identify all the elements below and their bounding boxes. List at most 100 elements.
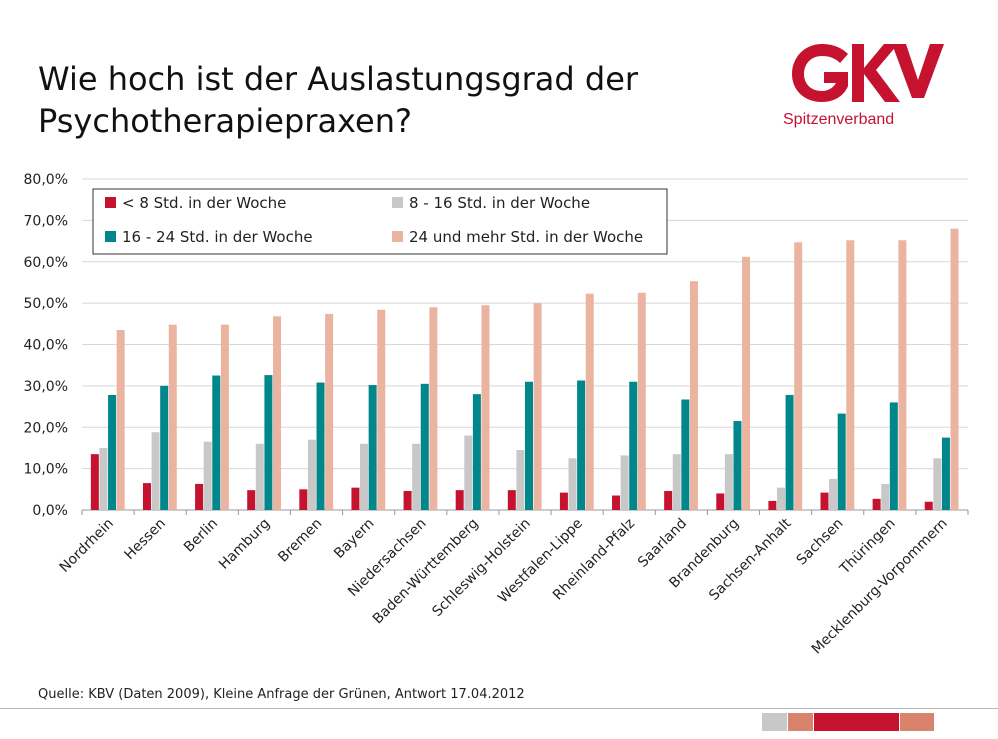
legend-swatch bbox=[105, 197, 116, 208]
bar bbox=[872, 498, 881, 510]
bar bbox=[733, 421, 742, 510]
bar bbox=[481, 305, 490, 510]
bar bbox=[351, 487, 360, 510]
bar bbox=[829, 478, 838, 510]
bar bbox=[742, 256, 751, 510]
y-tick-label: 20,0% bbox=[24, 420, 68, 436]
bar bbox=[429, 307, 438, 510]
legend-swatch bbox=[392, 197, 403, 208]
bar bbox=[464, 435, 473, 510]
bar bbox=[160, 385, 169, 510]
logo-letter-v bbox=[892, 44, 944, 98]
bar bbox=[768, 500, 777, 510]
bar bbox=[316, 382, 325, 510]
bar bbox=[151, 432, 160, 510]
source-note: Quelle: KBV (Daten 2009), Kleine Anfrage… bbox=[38, 687, 525, 702]
bar bbox=[889, 402, 898, 510]
y-tick-label: 40,0% bbox=[24, 338, 68, 354]
bar bbox=[820, 492, 829, 510]
bar bbox=[455, 490, 464, 510]
bar bbox=[941, 437, 950, 510]
y-tick-label: 0,0% bbox=[32, 503, 68, 519]
y-axis-ticks: 0,0% 10,0% 20,0% 30,0% 40,0% 50,0% 60,0% 70,0% 8… bbox=[24, 172, 68, 519]
bar-chart: 0,0% 10,0% 20,0% 30,0% 40,0% 50,0% 60,0% 70,0% 8… bbox=[24, 172, 969, 657]
legend-box bbox=[92, 188, 668, 255]
bar bbox=[377, 309, 386, 510]
x-tick-label: Baden-Württemberg bbox=[370, 516, 482, 628]
footer-block-red bbox=[814, 713, 899, 731]
legend-label: < 8 Std. in der Woche bbox=[122, 194, 286, 212]
bar bbox=[255, 443, 264, 510]
bar bbox=[689, 281, 698, 510]
bar bbox=[568, 458, 577, 510]
bar bbox=[785, 394, 794, 510]
legend-label: 16 - 24 Std. in der Woche bbox=[122, 228, 313, 246]
bar bbox=[142, 483, 151, 510]
bar bbox=[794, 242, 803, 510]
gkv-logo bbox=[792, 44, 944, 102]
bar bbox=[220, 324, 229, 510]
footer-block-grey bbox=[762, 713, 787, 731]
bar bbox=[99, 447, 108, 510]
x-tick-label: Bremen bbox=[275, 516, 325, 566]
bar bbox=[168, 324, 177, 510]
bar bbox=[672, 454, 681, 510]
y-tick-label: 80,0% bbox=[24, 172, 68, 188]
bars bbox=[90, 228, 959, 511]
bar bbox=[116, 330, 125, 510]
footer-block-salmon-2 bbox=[900, 713, 934, 731]
x-tick-label: Schleswig-Holstein bbox=[429, 516, 533, 620]
bar bbox=[724, 454, 733, 510]
footer-divider bbox=[0, 708, 998, 709]
bar bbox=[577, 380, 586, 510]
bar bbox=[325, 313, 334, 510]
y-tick-label: 30,0% bbox=[24, 379, 68, 395]
bar bbox=[203, 441, 212, 510]
bar bbox=[837, 413, 846, 510]
bar bbox=[681, 399, 690, 510]
bar bbox=[420, 383, 429, 510]
legend-label: 8 - 16 Std. in der Woche bbox=[409, 194, 590, 212]
bar bbox=[612, 495, 621, 510]
x-tick-label: Saarland bbox=[635, 516, 690, 571]
bar bbox=[950, 228, 959, 510]
x-tick-label: Nordrhein bbox=[57, 516, 117, 576]
y-tick-label: 70,0% bbox=[24, 213, 68, 229]
legend: < 8 Std. in der Woche 8 - 16 Std. in der … bbox=[92, 188, 668, 255]
page-title: Wie hoch ist der Auslastungsgrad der Psy… bbox=[38, 60, 639, 140]
bar bbox=[403, 490, 412, 510]
bar bbox=[299, 489, 308, 510]
bar bbox=[212, 375, 221, 510]
bar bbox=[620, 455, 629, 510]
bar bbox=[195, 483, 204, 510]
bar bbox=[368, 385, 377, 510]
bar bbox=[585, 293, 594, 510]
logo-letter-k bbox=[852, 44, 900, 102]
bar bbox=[507, 490, 516, 510]
x-tick-label: Bayern bbox=[331, 516, 377, 562]
logo-text: Spitzenverband bbox=[783, 111, 895, 128]
bar bbox=[472, 394, 481, 510]
bar bbox=[533, 303, 542, 510]
bar bbox=[264, 375, 273, 510]
legend-label: 24 und mehr Std. in der Woche bbox=[409, 228, 643, 246]
footer-block-salmon bbox=[788, 713, 813, 731]
bar bbox=[525, 381, 533, 510]
y-tick-label: 50,0% bbox=[24, 296, 68, 312]
bar bbox=[412, 443, 421, 510]
bar bbox=[776, 487, 785, 510]
bar bbox=[924, 501, 933, 510]
bar bbox=[90, 454, 99, 510]
bar bbox=[273, 316, 282, 510]
grid-lines bbox=[82, 178, 968, 511]
bar bbox=[559, 492, 568, 510]
bar bbox=[846, 240, 855, 511]
bar bbox=[664, 490, 673, 510]
bar bbox=[108, 394, 117, 510]
bar bbox=[881, 483, 890, 510]
x-tick-label: Berlin bbox=[181, 516, 221, 556]
bar bbox=[629, 381, 638, 510]
legend-swatch bbox=[392, 231, 403, 242]
logo-letter-g bbox=[792, 44, 848, 102]
